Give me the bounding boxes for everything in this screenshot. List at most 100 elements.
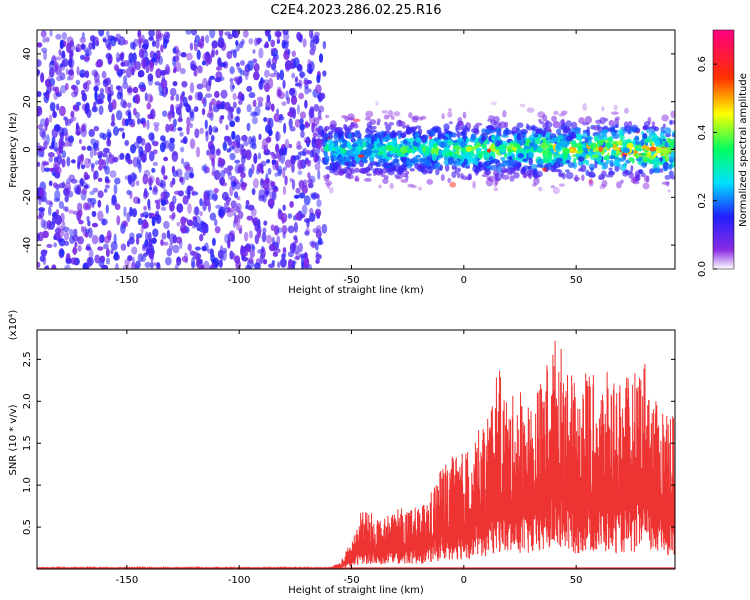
spectrogram-cell — [205, 131, 209, 142]
spectrogram-cell — [135, 111, 141, 119]
spectrogram-cell — [271, 244, 278, 252]
spectrogram-cell — [584, 115, 592, 124]
spectrogram-cell — [146, 119, 150, 130]
spectrogram-cell — [516, 132, 522, 141]
spectrogram-cell — [269, 73, 277, 78]
spectrogram-cell — [65, 68, 69, 76]
spectrogram-cell — [594, 160, 598, 169]
spectrogram-cell — [161, 232, 167, 240]
spectrogram-cell — [279, 113, 283, 119]
spectrogram-cell — [52, 214, 57, 226]
spectrogram-cell — [452, 139, 459, 144]
spectrogram-cell — [137, 217, 143, 226]
spectrogram-cell — [635, 152, 640, 160]
spectrogram-cell — [400, 134, 406, 138]
spectrogram-cell — [616, 181, 622, 189]
spectrogram-cell — [184, 252, 188, 262]
spectrogram-cell — [475, 147, 482, 152]
spectrogram-cell — [601, 106, 605, 112]
spectrogram-cell — [218, 30, 224, 38]
spectrogram-cell — [134, 93, 141, 105]
spectrogram-cell — [529, 142, 534, 147]
spectrogram-cell — [529, 134, 535, 142]
spectrogram-cell — [179, 67, 186, 75]
spectrogram-cell — [642, 155, 648, 163]
spectrogram-cell — [37, 261, 41, 268]
spectrogram-cell — [239, 60, 245, 66]
spectrogram-cell — [447, 157, 455, 166]
spectrogram-cell — [241, 181, 245, 187]
spectrogram-cell — [263, 82, 271, 93]
spectrogram-cell — [267, 167, 272, 175]
spectrogram-cell — [93, 170, 97, 181]
spectrogram-cell — [75, 101, 82, 106]
spectrogram-cell — [72, 104, 77, 111]
spectrogram-cell — [144, 261, 152, 269]
spectrogram-cell — [66, 42, 72, 54]
spectrogram-cell — [58, 182, 66, 189]
spectrogram-cell — [209, 144, 216, 155]
spectrogram-cell — [443, 123, 450, 131]
spectrogram-cell — [95, 98, 103, 105]
spectrogram-cell — [200, 35, 205, 43]
spectrogram-cell — [262, 258, 268, 265]
spectrogram-cell — [490, 164, 498, 171]
spectrogram-cell — [667, 189, 671, 193]
spectrogram-cell — [630, 124, 639, 133]
spectrogram-cell — [151, 237, 157, 244]
spectrogram-cell — [251, 116, 258, 125]
spectrogram-cell — [152, 161, 159, 166]
spectrogram-cell — [329, 154, 337, 159]
spectrogram-cell — [158, 91, 166, 97]
spectrogram-cell — [182, 96, 188, 107]
spectrogram-cell — [290, 87, 297, 99]
spectrogram-cell — [66, 156, 71, 167]
spectrogram-cell — [78, 138, 83, 145]
spectrogram-cell — [393, 111, 401, 117]
spectrogram-cell — [555, 142, 561, 150]
spectrogram-cell — [163, 31, 170, 38]
spectrogram-cell — [231, 130, 236, 140]
spectrogram-cell — [225, 124, 229, 131]
spectrogram-cell — [389, 131, 397, 139]
spectrogram-cell — [620, 126, 626, 131]
spectrogram-cell — [495, 128, 500, 135]
spectrogram-cell — [307, 178, 313, 184]
spectrogram-cell — [443, 155, 448, 161]
spectrogram-cell — [40, 249, 48, 257]
spectrogram-cell — [88, 248, 94, 260]
spectrogram-cell — [456, 130, 461, 139]
spectrogram-panel: -150 -100 -50 0 50 -40 -20 0 20 40 Height of str… — [8, 29, 676, 296]
spectrogram-cell — [449, 181, 457, 188]
spectrogram-cell — [365, 110, 374, 118]
spectrogram-cell — [126, 211, 131, 223]
spectrogram-cell — [105, 39, 111, 49]
spectrogram-cell — [151, 40, 156, 48]
spectrogram-cell — [670, 150, 675, 159]
spectrogram-cell — [137, 197, 141, 205]
spectrogram-cell — [611, 111, 619, 115]
spectrogram-cell — [217, 249, 224, 260]
spectrogram-cell — [240, 144, 245, 154]
spectrogram-cell — [93, 149, 97, 156]
spectrogram-cell — [522, 158, 528, 162]
spectrogram-cell — [126, 85, 133, 96]
spectrogram-cell — [394, 158, 399, 164]
spectrogram-cell — [593, 134, 600, 143]
spectrogram-cell — [188, 94, 193, 101]
snr-y-ticks: 0.5 1.0 1.5 2.0 2.5 — [22, 351, 675, 535]
spectrogram-cell — [268, 129, 273, 136]
spectrogram-cell — [271, 159, 277, 164]
spectrogram-cell — [414, 131, 420, 140]
spectrogram-cell — [189, 250, 196, 256]
spectrogram-cell — [53, 147, 58, 152]
spectrogram-cell — [284, 175, 288, 186]
spectrogram-cell — [59, 72, 66, 81]
spectrogram-cell — [64, 195, 69, 203]
spectrogram-cell — [143, 205, 147, 211]
spectrogram-cell — [558, 113, 566, 117]
spectrogram-cell — [558, 154, 564, 159]
spectrogram-cell — [287, 258, 293, 268]
y-tick-label: 1.0 — [22, 477, 33, 493]
spectrogram-cell — [542, 114, 548, 122]
